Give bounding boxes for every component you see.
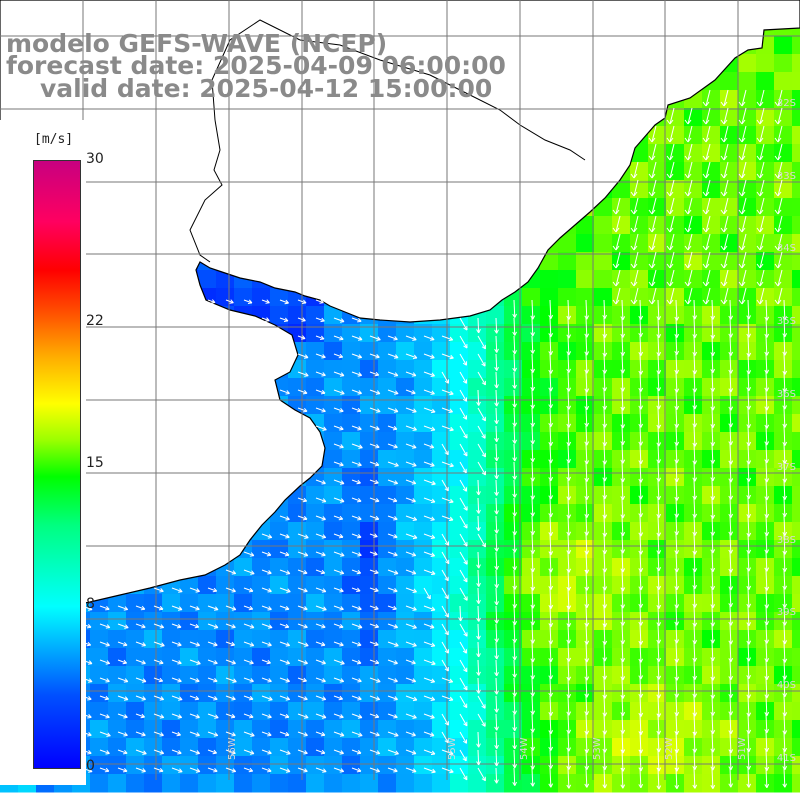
lat-label-34s: 34S [777, 243, 796, 254]
lat-label-41s: 41S [777, 753, 796, 764]
lat-label-40s: 40S [777, 680, 796, 691]
lat-label-36s: 36S [777, 389, 796, 400]
lon-label-55w: 55W [447, 737, 458, 760]
lon-label-54w: 54W [519, 737, 530, 760]
lat-label-38s: 38S [777, 535, 796, 546]
forecast-date: forecast date: 2025-04-09 06:00:00 [6, 51, 506, 80]
lon-label-51w: 51W [737, 737, 748, 760]
colorbar-tick-15: 15 [86, 454, 104, 471]
colorbar-tick-22: 22 [86, 312, 104, 329]
colorbar [33, 160, 81, 769]
wind-direction-arrows [9, 89, 788, 790]
colorbar-unit-label: [m/s] [34, 132, 74, 147]
lat-label-37s: 37S [777, 462, 796, 473]
lon-label-56w: 56W [227, 737, 238, 760]
valid-date: valid date: 2025-04-12 15:00:00 [40, 74, 493, 103]
lon-label-53w: 53W [592, 737, 603, 760]
colorbar-tick-30: 30 [86, 151, 104, 167]
colorbar-tick-0: 0 [86, 758, 95, 774]
land-area [0, 0, 800, 621]
latitude-labels: 32S 33S 34S 35S 36S 37S 38S 39S 40S 41S [777, 98, 796, 764]
lat-label-35s: 35S [777, 316, 796, 327]
lat-label-32s: 32S [777, 98, 796, 109]
model-title: modelo GEFS-WAVE (NCEP) [6, 29, 388, 58]
lat-label-39s: 39S [777, 607, 796, 618]
colorbar-tick-8: 8 [86, 596, 95, 613]
lon-label-52w: 52W [664, 737, 675, 760]
lat-label-33s: 33S [777, 171, 796, 182]
